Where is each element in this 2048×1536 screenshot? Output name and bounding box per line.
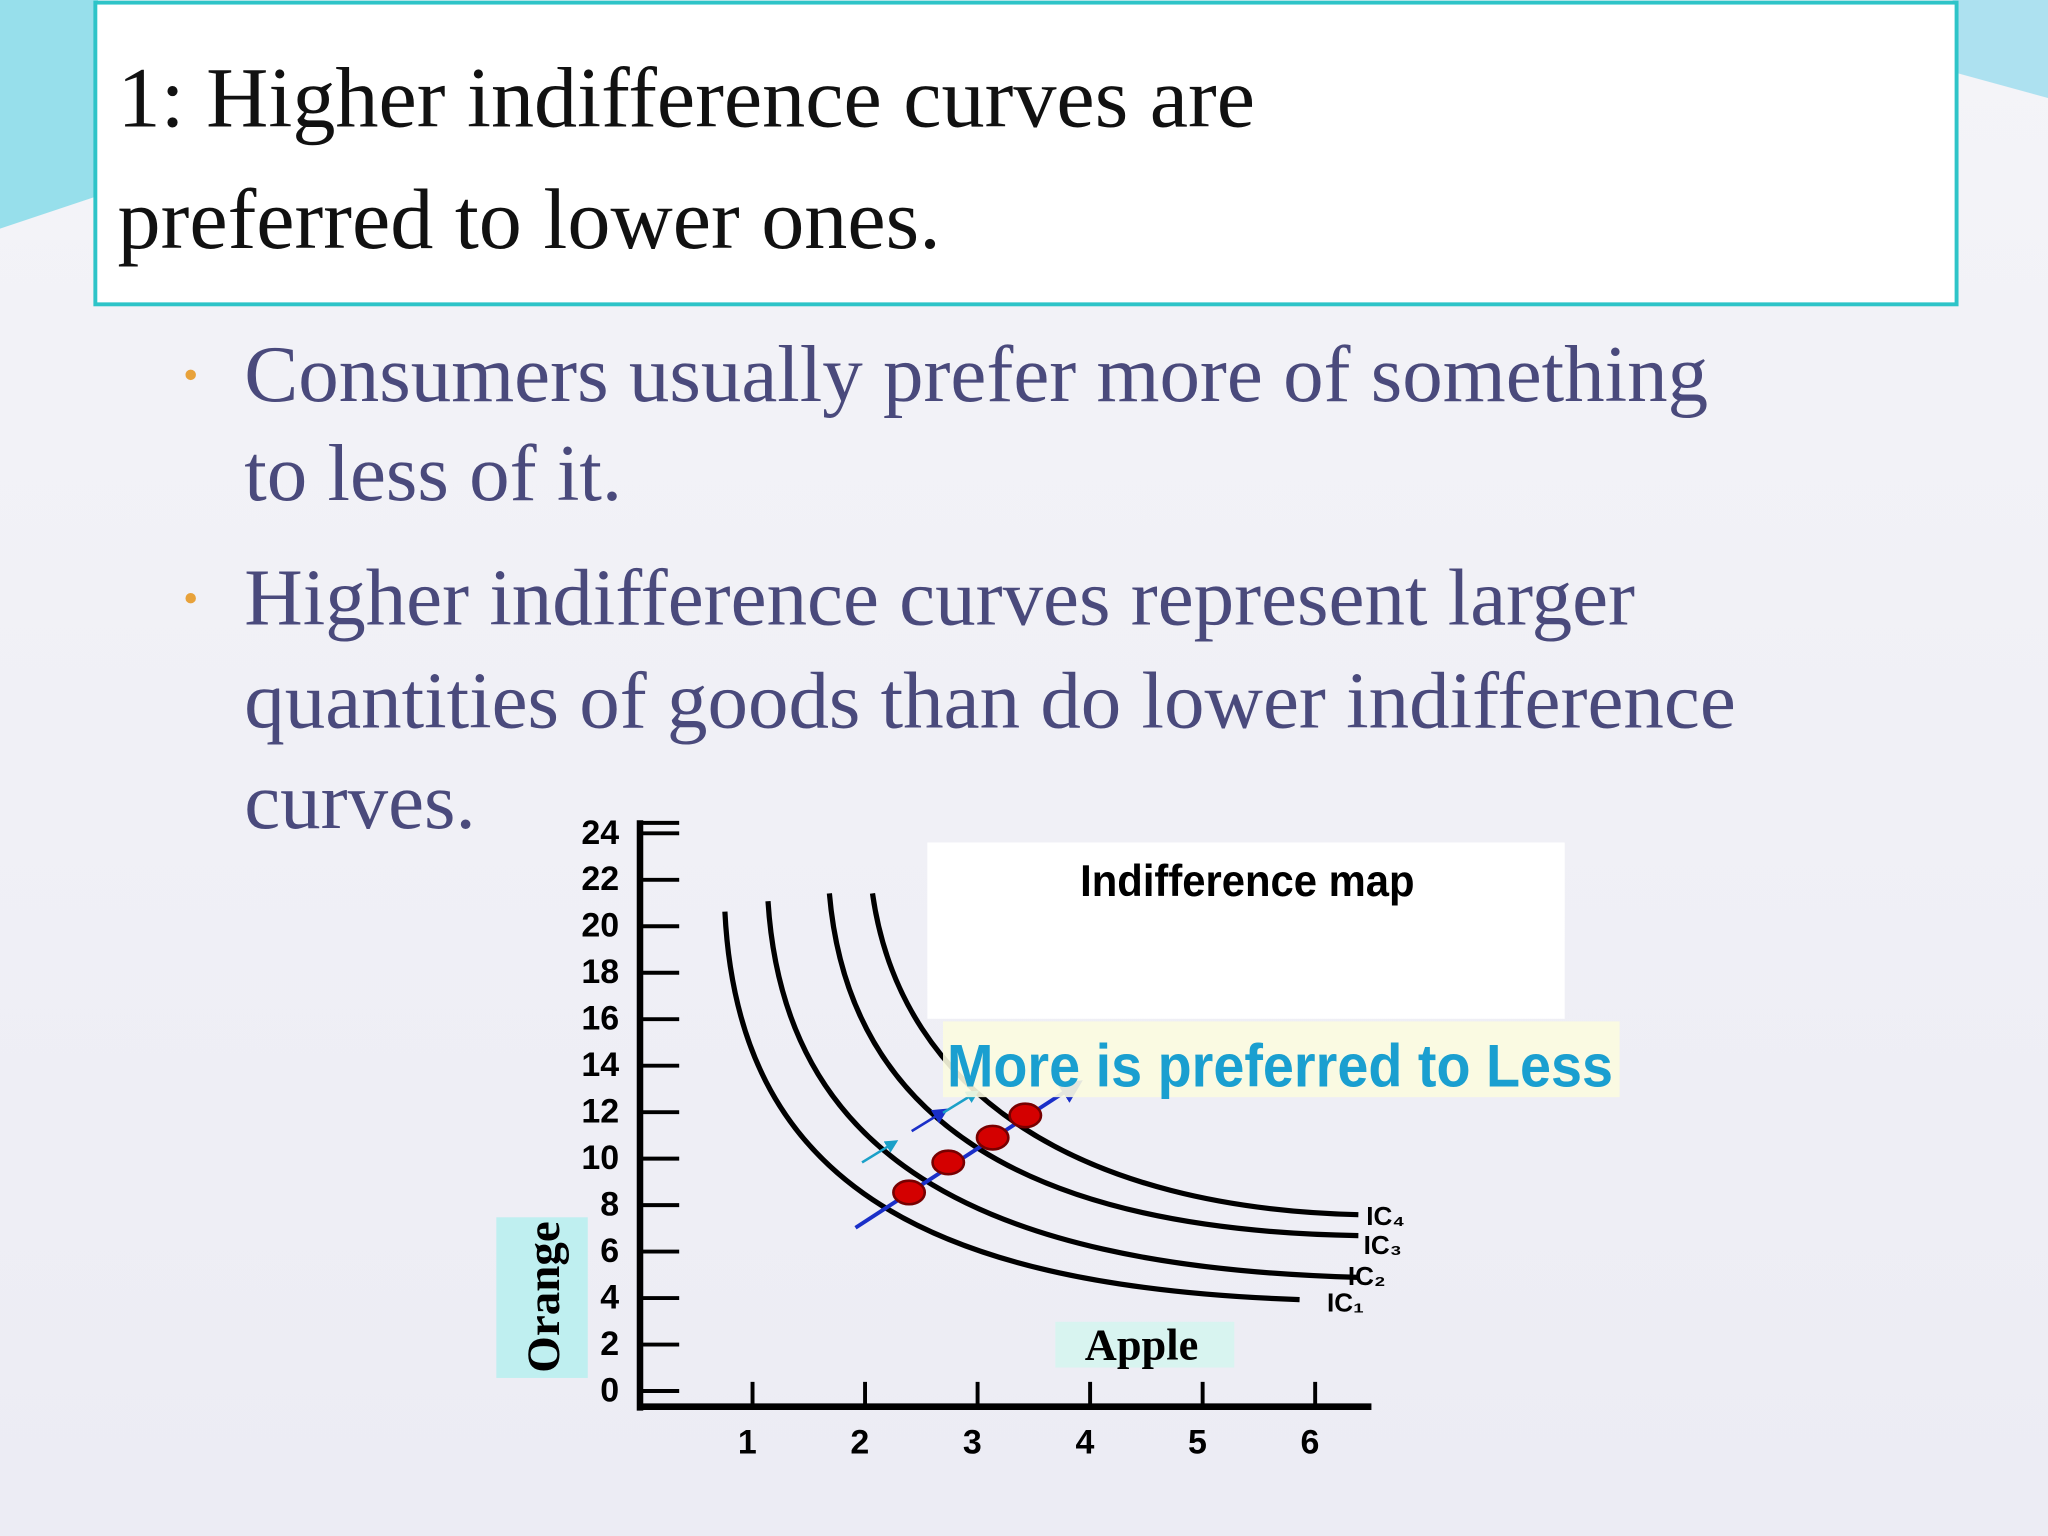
small-arrow	[861, 1140, 899, 1164]
y-tick-label: 14	[581, 1046, 619, 1084]
x-label-box	[1055, 1321, 1235, 1368]
y-label-box	[496, 1217, 588, 1378]
y-tick-label: 6	[600, 1232, 619, 1270]
x-tick-label: 6	[1301, 1424, 1320, 1462]
x-tick-label: 4	[1075, 1424, 1094, 1462]
bullet-text: Higher indifference curves represent lar…	[244, 552, 1635, 642]
small-arrow	[910, 1108, 949, 1133]
curve-label: IC₄	[1366, 1201, 1405, 1231]
bullet-text: curves.	[244, 756, 476, 846]
y-tick-label: 20	[581, 907, 619, 945]
indifference-curve	[722, 911, 1300, 1303]
curve-label: IC₂	[1348, 1261, 1386, 1291]
bullet-text: to less of it.	[244, 428, 622, 518]
title-line: preferred to lower ones.	[118, 171, 941, 267]
bullet-text: quantities of goods than do lower indiff…	[244, 656, 1736, 746]
point	[931, 1149, 966, 1176]
y-tick-label: 2	[600, 1325, 619, 1363]
annotation: More is preferred to Less	[947, 1033, 1613, 1100]
point	[892, 1179, 927, 1206]
x-axis-label: Apple	[1085, 1320, 1198, 1370]
x-tick-label: 1	[738, 1424, 757, 1462]
point	[975, 1124, 1010, 1151]
y-tick-label: 8	[600, 1186, 619, 1224]
decoration	[0, 0, 98, 229]
title-line: 1: Higher indifference curves are	[118, 50, 1255, 146]
y-tick-label: 10	[581, 1139, 619, 1177]
chart-title-box	[927, 842, 1565, 1019]
bullet-dot	[185, 592, 196, 604]
y-axis-label: Orange	[518, 1221, 570, 1372]
title-box	[93, 0, 1959, 307]
x-tick-label: 3	[963, 1424, 982, 1462]
chart-title: Indifference map	[1080, 857, 1414, 906]
point	[1008, 1102, 1043, 1129]
bullet-dot	[185, 369, 196, 381]
y-tick-label: 0	[600, 1371, 619, 1409]
curve-label: IC₃	[1364, 1230, 1402, 1260]
y-tick-label: 22	[581, 860, 619, 898]
decoration	[1952, 0, 2048, 98]
x-tick-label: 5	[1188, 1424, 1207, 1462]
x-tick-label: 2	[850, 1424, 869, 1462]
direction-arrow	[854, 1080, 1083, 1230]
y-tick-label: 24	[581, 814, 619, 852]
indifference-curve	[765, 901, 1359, 1280]
y-tick-label: 16	[581, 1000, 619, 1038]
curve-label: IC₁	[1327, 1287, 1364, 1317]
annotation-box	[943, 1021, 1620, 1098]
y-tick-label: 12	[581, 1093, 619, 1131]
y-tick-label: 18	[581, 953, 619, 991]
y-tick-label: 4	[600, 1279, 619, 1317]
bullet-text: Consumers usually prefer more of somethi…	[244, 329, 1708, 419]
